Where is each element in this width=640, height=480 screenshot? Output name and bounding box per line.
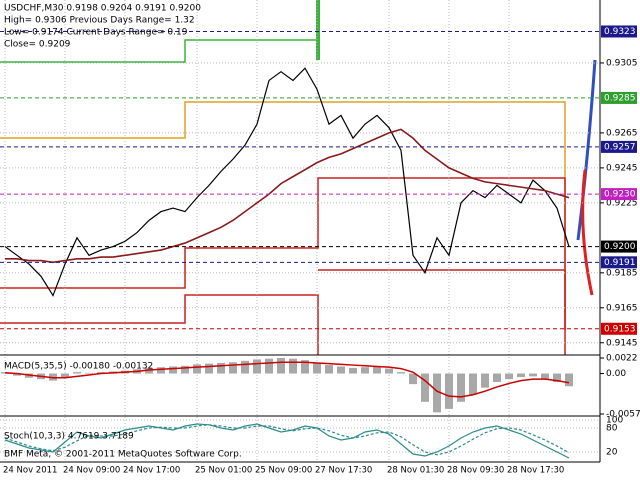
level-label: 0.9323 bbox=[604, 27, 636, 37]
macd-bar bbox=[409, 373, 417, 385]
macd-bar bbox=[325, 365, 333, 374]
y-tick-label: 0.9245 bbox=[606, 163, 638, 173]
pivot-step bbox=[0, 294, 319, 355]
macd-title: MACD(5,35,5) -0.00180 -0.00132 bbox=[4, 362, 153, 372]
header-line: Close= 0.9209 bbox=[4, 40, 71, 50]
x-tick-label: 27 Nov 17:30 bbox=[315, 466, 372, 476]
macd-bar bbox=[73, 372, 81, 374]
signal-line bbox=[4, 361, 570, 398]
macd-bar bbox=[157, 367, 165, 374]
y-tick-label: 0.9225 bbox=[606, 198, 638, 208]
level-label: 0.9285 bbox=[604, 93, 636, 103]
macd-bar bbox=[373, 366, 381, 374]
pivot-step bbox=[318, 269, 566, 355]
y-tick-label: 0.9165 bbox=[606, 303, 638, 313]
copyright: BMF Meta, © 2001-2011 MetaQuotes Softwar… bbox=[4, 450, 242, 460]
header-line: USDCHF,M30 0.9198 0.9204 0.9191 0.9200 bbox=[4, 4, 201, 14]
macd-bar bbox=[565, 373, 573, 387]
price-line bbox=[5, 128, 570, 264]
level-label: 0.9153 bbox=[604, 324, 636, 334]
macd-bar bbox=[469, 373, 477, 395]
x-tick-label: 28 Nov 01:30 bbox=[387, 466, 444, 476]
y-tick-label: 100 bbox=[606, 416, 623, 426]
macd-bar bbox=[265, 358, 273, 374]
level-label: 0.9230 bbox=[604, 190, 636, 200]
macd-bar bbox=[433, 373, 441, 413]
level-box bbox=[601, 256, 637, 269]
macd-bar bbox=[505, 373, 513, 380]
level-box bbox=[601, 25, 637, 38]
macd-bar bbox=[529, 373, 537, 377]
arrows bbox=[576, 59, 597, 296]
level-label: 0.9191 bbox=[604, 258, 636, 268]
level-box bbox=[601, 322, 637, 335]
plot-layer bbox=[0, 0, 600, 462]
stoch-title: Stoch(10,3,3) 4.7619 3.7189 bbox=[4, 432, 134, 442]
level-box bbox=[601, 140, 637, 153]
y-tick-label: 0.00 bbox=[606, 369, 626, 379]
macd-bar bbox=[181, 365, 189, 374]
macd-bar bbox=[481, 373, 489, 388]
macd-bar bbox=[397, 372, 405, 374]
level-box bbox=[601, 240, 637, 253]
macd-bar bbox=[193, 364, 201, 374]
macd-bar bbox=[361, 367, 369, 374]
forecast-up bbox=[576, 59, 597, 241]
y-tick-label: 80 bbox=[606, 424, 618, 434]
macd-bar bbox=[229, 362, 237, 374]
pivot-steps bbox=[0, 0, 566, 355]
macd-bar bbox=[349, 367, 357, 374]
pivot-step bbox=[0, 177, 566, 330]
level-box bbox=[601, 91, 637, 104]
macd-bar bbox=[289, 358, 297, 374]
x-tick-label: 25 Nov 09:00 bbox=[255, 466, 312, 476]
macd-bar bbox=[205, 363, 213, 374]
header: USDCHF,M30 0.9198 0.9204 0.9191 0.9200 H… bbox=[4, 4, 201, 50]
level-box bbox=[601, 188, 637, 201]
x-tick-label: 24 Nov 09:00 bbox=[63, 466, 120, 476]
macd-bar bbox=[445, 373, 453, 409]
y-tick-label: 0.9185 bbox=[606, 268, 638, 278]
level-label: 0.9257 bbox=[604, 142, 636, 152]
macd-bar bbox=[169, 366, 177, 374]
macd-bar bbox=[541, 373, 549, 380]
macd-bar bbox=[217, 362, 225, 374]
macd-bar bbox=[517, 373, 525, 378]
y-tick-label: -0.00573 bbox=[606, 410, 640, 420]
y-tick-label: 0.9145 bbox=[606, 338, 638, 348]
macd-bar bbox=[313, 362, 321, 374]
macd-bar bbox=[493, 373, 501, 383]
forecast-down bbox=[581, 169, 594, 296]
price-line bbox=[4, 67, 570, 297]
macd-bar bbox=[301, 360, 309, 374]
x-tick-label: 25 Nov 01:00 bbox=[195, 466, 252, 476]
x-tick-label: 24 Nov 2011 bbox=[3, 466, 57, 476]
y-tick-label: 0.9265 bbox=[606, 128, 638, 138]
x-tick-label: 28 Nov 17:30 bbox=[507, 466, 564, 476]
macd-bar bbox=[337, 366, 345, 374]
macd-bar bbox=[421, 373, 429, 402]
y-tick-label: 0.0022 bbox=[606, 354, 638, 364]
macd-bar bbox=[253, 359, 261, 374]
x-tick-label: 24 Nov 17:00 bbox=[123, 466, 180, 476]
header-line: High= 0.9306 Previous Days Range= 1.32 bbox=[4, 16, 195, 26]
macd-bar bbox=[241, 360, 249, 374]
level-label: 0.9200 bbox=[604, 242, 636, 252]
macd-bar bbox=[85, 372, 93, 374]
pivot-step bbox=[0, 101, 566, 330]
macd-bar bbox=[13, 373, 21, 376]
stoch-line bbox=[4, 423, 570, 459]
macd-bar bbox=[61, 373, 69, 378]
y-tick-label: 0.9305 bbox=[606, 58, 638, 68]
macd-bar bbox=[553, 373, 561, 383]
header-line: Low= 0.9174 Current Days Range= 0.19 bbox=[4, 28, 188, 38]
y-tick-label: 20 bbox=[606, 448, 618, 458]
macd-bar bbox=[457, 373, 465, 402]
macd-bar bbox=[277, 358, 285, 374]
x-tick-label: 28 Nov 09:30 bbox=[447, 466, 504, 476]
macd-bar bbox=[385, 368, 393, 374]
